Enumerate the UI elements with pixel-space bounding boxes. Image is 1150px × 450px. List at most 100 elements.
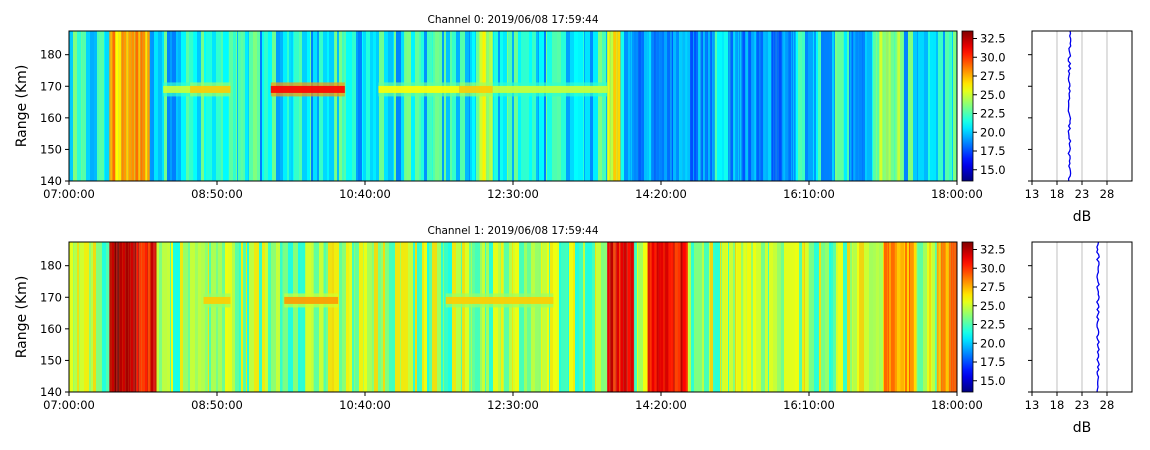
heatmap-column xyxy=(631,31,632,181)
column-feature-strip xyxy=(654,31,656,181)
heatmap-column xyxy=(260,31,262,181)
heatmap-column xyxy=(366,31,370,181)
heatmap-column xyxy=(456,242,461,392)
heatmap-column xyxy=(602,31,606,181)
heatmap-column xyxy=(354,242,355,392)
heatmap-column xyxy=(541,242,542,392)
heatmap-column xyxy=(498,31,500,181)
heatmap-column xyxy=(931,242,932,392)
heatmap-column xyxy=(272,31,276,181)
heatmap-column xyxy=(101,242,102,392)
column-feature-strip xyxy=(658,242,661,392)
column-feature-strip xyxy=(664,242,666,392)
x-tick-label: 16:10:00 xyxy=(783,187,835,201)
column-feature-strip xyxy=(891,31,895,181)
layer-band-core xyxy=(492,85,608,93)
column-feature-strip xyxy=(708,31,711,181)
heatmap-column xyxy=(753,242,756,392)
y-tick-label: 180 xyxy=(40,48,62,62)
column-feature-strip xyxy=(676,31,680,181)
column-feature-strip xyxy=(142,31,146,181)
heatmap-column xyxy=(938,31,943,181)
heatmap-column xyxy=(294,31,299,181)
heatmap-column xyxy=(444,31,446,181)
heatmap-column xyxy=(76,242,77,392)
heatmap-column xyxy=(500,242,501,392)
heatmap-column xyxy=(805,31,808,181)
heatmap-column xyxy=(527,242,531,392)
heatmap-column xyxy=(289,31,291,181)
heatmap-column xyxy=(570,31,574,181)
heatmap-column xyxy=(376,31,379,181)
column-feature-strip xyxy=(794,31,796,181)
colorbar-gradient xyxy=(961,241,974,393)
heatmap-column xyxy=(236,31,237,181)
heatmap-column xyxy=(388,31,393,181)
heatmap-column xyxy=(688,242,689,392)
column-feature-strip xyxy=(754,31,757,181)
column-feature-strip xyxy=(638,31,642,181)
channel-panel-0: Channel 0: 2019/06/08 17:59:44 140 150 160 1… xyxy=(14,14,1133,225)
x-tick-label: 08:50:00 xyxy=(191,187,243,201)
column-feature xyxy=(634,31,715,181)
heatmap-column xyxy=(379,31,384,181)
y-tick-label: 150 xyxy=(40,142,62,156)
heatmap-column xyxy=(727,242,728,392)
column-feature-strip xyxy=(785,31,789,181)
column-feature-strip xyxy=(740,31,742,181)
column-feature-strip xyxy=(781,31,783,181)
heatmap-column xyxy=(795,242,799,392)
heatmap-column xyxy=(151,31,154,181)
heatmap-column xyxy=(784,242,789,392)
heatmap-column xyxy=(843,31,844,181)
heatmap-column xyxy=(698,242,701,392)
heatmap-column xyxy=(344,31,346,181)
column-feature xyxy=(883,242,917,392)
heatmap-column xyxy=(392,242,395,392)
heatmap-column xyxy=(346,31,348,181)
column-feature-strip xyxy=(698,31,700,181)
heatmap-column xyxy=(547,31,552,181)
heatmap-column xyxy=(768,242,769,392)
column-feature-strip xyxy=(733,31,736,181)
column-feature-strip xyxy=(109,31,111,181)
y-tick-label: 170 xyxy=(40,79,62,93)
heatmap-column xyxy=(221,31,223,181)
heatmap-column xyxy=(805,242,808,392)
colorbar-tick-label: 32.5 xyxy=(980,32,1006,46)
heatmap-column xyxy=(465,31,469,181)
y-tick-label: 160 xyxy=(40,322,62,336)
column-feature-strip xyxy=(894,242,895,392)
colorbar-tick-label: 22.5 xyxy=(980,107,1006,121)
column-feature-strip xyxy=(651,242,655,392)
panel-title: Channel 0: 2019/06/08 17:59:44 xyxy=(427,14,598,26)
heatmap-column xyxy=(630,31,631,181)
column-feature-strip xyxy=(706,31,709,181)
heatmap-column xyxy=(90,31,94,181)
heatmap-column xyxy=(518,31,521,181)
heatmap-column xyxy=(493,242,498,392)
column-feature-strip xyxy=(876,31,878,181)
heatmap-column xyxy=(162,242,167,392)
column-feature-strip xyxy=(679,31,683,181)
colorbar-tick-label: 20.0 xyxy=(980,336,1006,350)
heatmap-column xyxy=(908,31,913,181)
heatmap-column xyxy=(829,31,832,181)
column-feature-strip xyxy=(670,31,673,181)
heatmap-column xyxy=(411,31,415,181)
column-feature-strip xyxy=(853,31,856,181)
heatmap-column xyxy=(307,31,310,181)
heatmap-column xyxy=(550,242,553,392)
heatmap-column xyxy=(363,31,366,181)
layer-band-core xyxy=(270,85,345,93)
heatmap-column xyxy=(574,31,578,181)
heatmap-column xyxy=(836,242,838,392)
heatmap-column xyxy=(223,31,228,181)
heatmap-column xyxy=(583,31,584,181)
heatmap-column xyxy=(299,31,302,181)
heatmap-column xyxy=(504,242,509,392)
column-feature xyxy=(479,31,493,181)
x-tick-label: 12:30:00 xyxy=(487,187,539,201)
heatmap-column xyxy=(158,31,162,181)
heatmap-column xyxy=(818,31,821,181)
